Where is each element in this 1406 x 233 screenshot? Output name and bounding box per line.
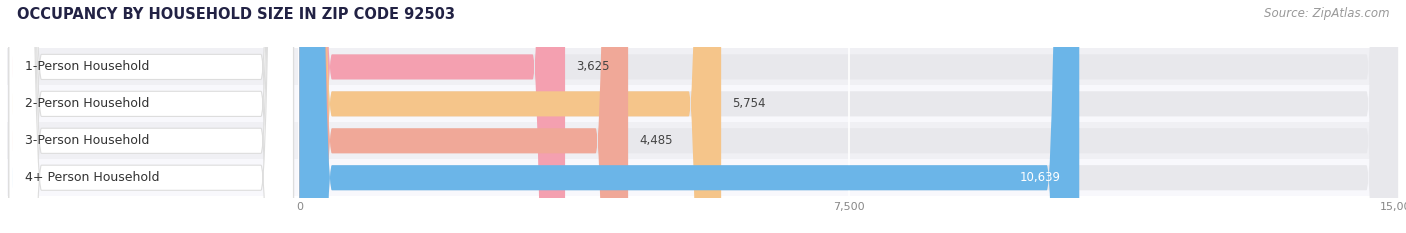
Text: 4+ Person Household: 4+ Person Household xyxy=(25,171,159,184)
FancyBboxPatch shape xyxy=(8,0,294,233)
FancyBboxPatch shape xyxy=(8,0,294,233)
Text: 5,754: 5,754 xyxy=(733,97,766,110)
FancyBboxPatch shape xyxy=(299,0,1399,233)
Text: Source: ZipAtlas.com: Source: ZipAtlas.com xyxy=(1264,7,1389,20)
FancyBboxPatch shape xyxy=(299,0,628,233)
Text: OCCUPANCY BY HOUSEHOLD SIZE IN ZIP CODE 92503: OCCUPANCY BY HOUSEHOLD SIZE IN ZIP CODE … xyxy=(17,7,456,22)
Bar xyxy=(7,159,1399,196)
Text: 4,485: 4,485 xyxy=(640,134,672,147)
Text: 3-Person Household: 3-Person Household xyxy=(25,134,149,147)
Bar xyxy=(7,48,1399,85)
FancyBboxPatch shape xyxy=(299,0,1399,233)
Text: 2-Person Household: 2-Person Household xyxy=(25,97,149,110)
FancyBboxPatch shape xyxy=(299,0,565,233)
FancyBboxPatch shape xyxy=(8,0,294,233)
FancyBboxPatch shape xyxy=(299,0,1399,233)
FancyBboxPatch shape xyxy=(299,0,1080,233)
FancyBboxPatch shape xyxy=(299,0,1399,233)
FancyBboxPatch shape xyxy=(8,0,294,233)
Text: 1-Person Household: 1-Person Household xyxy=(25,60,149,73)
Bar xyxy=(7,122,1399,159)
Text: 3,625: 3,625 xyxy=(576,60,610,73)
Bar xyxy=(7,85,1399,122)
FancyBboxPatch shape xyxy=(299,0,721,233)
Text: 10,639: 10,639 xyxy=(1019,171,1060,184)
